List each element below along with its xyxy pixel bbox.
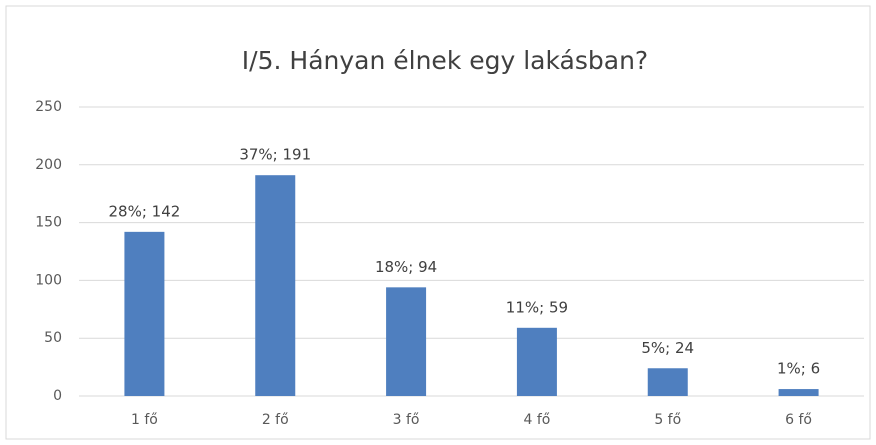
data-label: 1%; 6: [777, 360, 820, 378]
bar: [516, 327, 557, 396]
data-label: 18%; 94: [375, 258, 437, 276]
y-tick-label: 250: [35, 99, 62, 115]
x-tick-label: 3 fő: [393, 412, 420, 428]
x-tick-label: 5 fő: [654, 412, 681, 428]
chart-title: I/5. Hányan élnek egy lakásban?: [242, 46, 648, 75]
y-tick-label: 100: [35, 272, 62, 288]
bar: [124, 231, 165, 396]
data-label: 28%; 142: [109, 202, 181, 220]
y-tick-label: 0: [53, 388, 62, 404]
x-tick-label: 2 fő: [262, 412, 289, 428]
bar: [386, 287, 427, 396]
data-label: 11%; 59: [506, 298, 568, 316]
y-tick-label: 150: [35, 215, 62, 231]
y-tick-label: 200: [35, 157, 62, 173]
bar: [255, 175, 296, 396]
y-tick-label: 50: [44, 330, 62, 346]
bar: [778, 389, 819, 396]
x-tick-label: 6 fő: [785, 412, 812, 428]
bar: [647, 368, 688, 396]
data-label: 37%; 191: [239, 146, 311, 164]
data-label: 5%; 24: [641, 339, 694, 357]
x-tick-label: 4 fő: [523, 412, 550, 428]
x-tick-label: 1 fő: [131, 412, 158, 428]
